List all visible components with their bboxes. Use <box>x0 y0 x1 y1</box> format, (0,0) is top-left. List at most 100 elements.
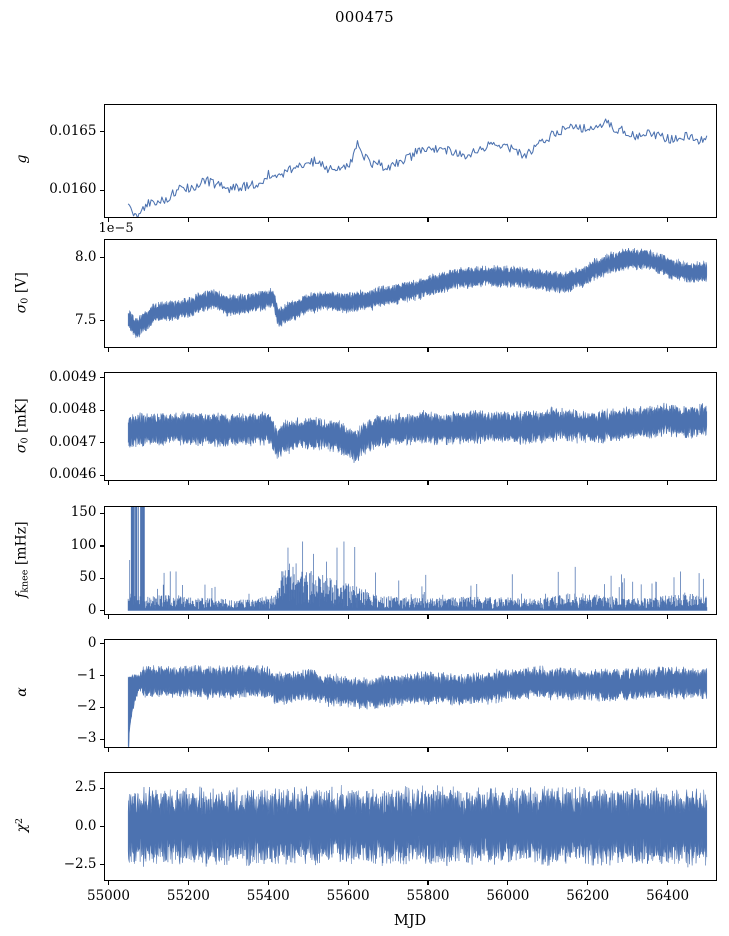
ytick-mark <box>99 320 104 322</box>
xtick-mark <box>267 218 269 222</box>
xtick-mark <box>667 748 669 752</box>
xtick-mark <box>667 615 669 619</box>
series-chi2 <box>127 785 707 868</box>
xtick-mark <box>507 348 509 352</box>
xtick-mark <box>587 615 589 619</box>
xtick-mark <box>427 218 429 222</box>
ytick-mark <box>99 189 104 191</box>
xtick-mark <box>187 348 189 352</box>
ytick-label: −2.5 <box>63 855 97 872</box>
xtick-mark <box>667 881 669 885</box>
xtick-mark <box>267 748 269 752</box>
series-sigma0_mK <box>127 402 707 463</box>
plot-panel-sigma0_mK <box>103 372 717 481</box>
series-alpha <box>127 664 707 747</box>
ytick-mark <box>99 577 104 579</box>
xtick-mark <box>107 615 110 619</box>
xtick-mark <box>267 348 269 352</box>
xlabel: MJD <box>393 913 427 929</box>
xtick-mark <box>187 218 189 222</box>
figure-title: 000475 <box>334 8 395 26</box>
ytick-label: 150 <box>70 504 97 521</box>
xtick-mark <box>587 348 589 352</box>
plot-panel-f_knee <box>103 506 717 615</box>
ytick-label: 0.0165 <box>49 122 97 139</box>
ytick-mark <box>99 512 104 515</box>
ytick-label: 0.0047 <box>49 433 97 450</box>
ytick-mark <box>99 474 104 476</box>
xtick-mark <box>347 481 349 485</box>
xtick-mark <box>267 615 269 619</box>
ytick-label: 100 <box>70 536 97 553</box>
series-f_knee <box>127 507 707 611</box>
xtick-mark <box>427 481 429 485</box>
series-sigma0_V <box>127 247 707 338</box>
xtick-mark <box>507 481 509 485</box>
xtick-mark <box>347 348 349 352</box>
xtick-mark <box>507 218 509 222</box>
xtick-mark <box>187 748 189 752</box>
ytick-label: 0 <box>87 634 97 651</box>
xtick-mark <box>107 748 110 752</box>
xtick-mark <box>667 348 669 352</box>
xtick-mark <box>587 481 589 485</box>
ytick-mark <box>99 738 104 740</box>
ytick-mark <box>99 787 104 789</box>
xtick-mark <box>427 615 429 619</box>
ytick-label: −3 <box>76 730 97 747</box>
xtick-mark <box>187 615 189 619</box>
xtick-label: 56200 <box>566 888 610 904</box>
ytick-mark <box>99 131 104 133</box>
ytick-label: 0.0048 <box>49 401 97 418</box>
xtick-label: 55600 <box>326 888 370 904</box>
ytick-mark <box>99 610 104 612</box>
xtick-mark <box>667 218 669 222</box>
xtick-mark <box>667 481 669 485</box>
ytick-label: 0.0 <box>75 817 97 834</box>
ytick-mark <box>99 643 104 645</box>
xtick-mark <box>347 615 349 619</box>
xtick-label: 55200 <box>166 888 210 904</box>
xtick-mark <box>507 615 509 619</box>
xtick-mark <box>427 881 429 885</box>
ylabel-gain: g <box>14 154 30 164</box>
ytick-label: −1 <box>76 666 97 683</box>
xtick-mark <box>347 748 349 752</box>
xtick-mark <box>587 748 589 752</box>
plot-panel-gain <box>103 104 717 218</box>
xtick-mark <box>347 218 349 222</box>
ytick-mark <box>99 675 104 677</box>
xtick-mark <box>107 481 110 485</box>
ylabel-f_knee: fknee [mHz] <box>13 520 31 598</box>
xtick-mark <box>107 881 110 885</box>
xtick-mark <box>267 881 269 885</box>
plot-panel-chi2 <box>103 772 717 881</box>
ytick-label: 0 <box>87 601 97 618</box>
xtick-label: 55400 <box>246 888 290 904</box>
ytick-mark <box>99 545 104 547</box>
xtick-mark <box>427 748 429 752</box>
ytick-mark <box>99 864 104 866</box>
ylabel-alpha: α <box>14 686 30 697</box>
ylabel-sigma0_mK: σ0 [mK] <box>13 397 31 453</box>
xtick-label: 55800 <box>406 888 450 904</box>
xtick-mark <box>587 881 589 885</box>
ytick-mark <box>99 257 104 259</box>
plot-panel-sigma0_V <box>103 239 717 348</box>
xtick-mark <box>427 348 429 352</box>
series-gain <box>127 118 707 217</box>
ytick-mark <box>99 706 104 708</box>
xtick-mark <box>507 881 509 885</box>
xtick-mark <box>347 881 349 885</box>
ylabel-sigma0_V: σ0 [V] <box>13 271 31 313</box>
ytick-label: 2.5 <box>75 779 97 796</box>
ytick-label: 0.0049 <box>49 368 97 385</box>
ytick-mark <box>99 826 104 828</box>
xtick-mark <box>107 348 110 352</box>
xtick-mark <box>507 748 509 752</box>
ytick-label: 8.0 <box>75 248 97 265</box>
ytick-label: 7.5 <box>75 311 97 328</box>
xtick-label: 56400 <box>646 888 690 904</box>
ytick-label: −2 <box>76 698 97 715</box>
